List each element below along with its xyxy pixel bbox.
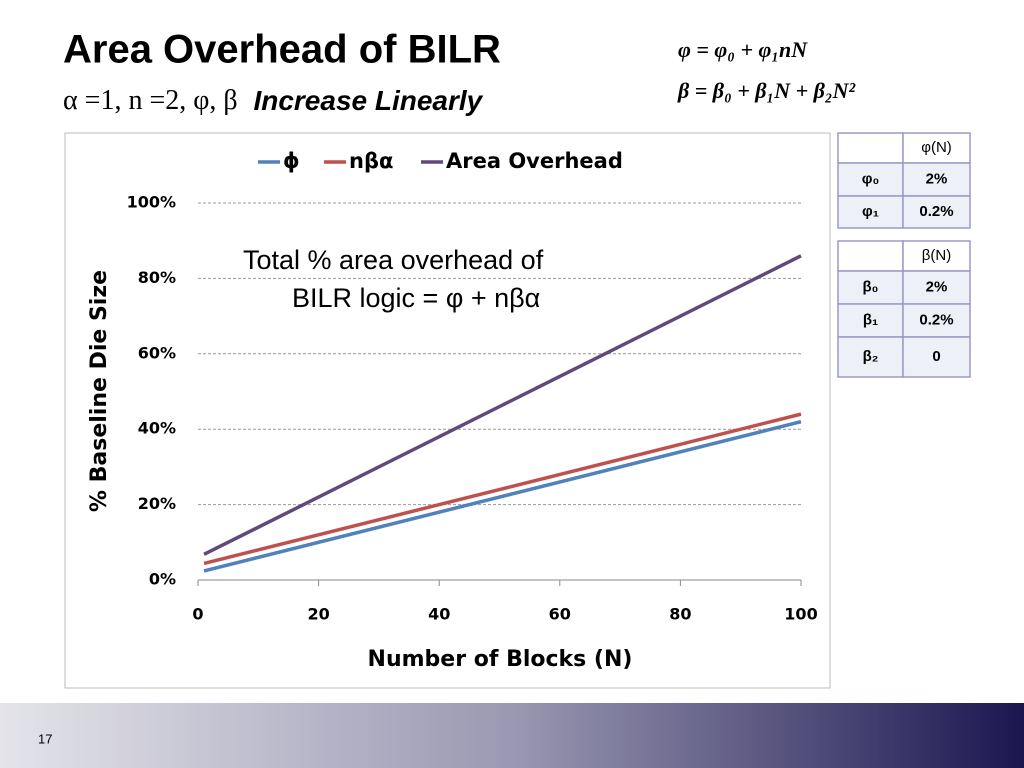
table-text: φ₁	[862, 203, 879, 220]
table-text: β₁	[863, 311, 878, 328]
table-cell	[902, 195, 971, 229]
formula: φ = φ₀ + φ₁nN	[678, 37, 808, 62]
table-text: β₂	[863, 348, 879, 365]
subtitle-emphasis: Increase Linearly	[253, 85, 483, 116]
annotation: BILR logic = φ + nβα	[292, 283, 540, 313]
table-text: 0	[932, 348, 940, 365]
x-tick-label: 20	[307, 605, 329, 624]
series-line	[203, 254, 802, 556]
table-cell	[902, 270, 971, 305]
footer-band	[0, 703, 1024, 768]
formula: β = β₀ + β₁N + β₂N²	[677, 78, 855, 103]
x-tick-label: 60	[549, 605, 571, 624]
y-tick-label: 80%	[138, 268, 176, 287]
y-tick-label: 0%	[149, 570, 176, 589]
table-cell	[902, 303, 971, 338]
table-text: 2%	[926, 278, 948, 295]
legend-label: ϕ	[283, 149, 300, 173]
x-tick-label: 100	[784, 605, 817, 624]
legend-label: nβα	[349, 149, 393, 173]
series-line	[203, 419, 802, 573]
slide-subtitle: α =1, n =2, φ, β Increase Linearly	[63, 85, 484, 116]
y-axis-label: % Baseline Die Size	[87, 270, 112, 512]
table-header: β(N)	[922, 247, 951, 264]
legend-label: Area Overhead	[446, 149, 623, 173]
table-cell	[902, 162, 971, 197]
y-tick-label: 20%	[138, 494, 176, 513]
y-tick-label: 40%	[138, 419, 176, 438]
chart-frame	[64, 132, 831, 689]
table-cell	[837, 195, 904, 229]
table-cell	[837, 132, 904, 164]
x-tick-label: 0	[192, 605, 203, 624]
subtitle-params: α =1, n =2, φ, β	[63, 85, 238, 116]
table-header: φ(N)	[921, 139, 952, 156]
series-line	[203, 412, 802, 566]
table-cell	[902, 240, 971, 272]
table-text: β₀	[863, 278, 879, 295]
table-text: 2%	[926, 170, 948, 187]
table-cell	[902, 132, 971, 164]
x-tick-label: 80	[669, 605, 691, 624]
table-cell	[837, 240, 904, 272]
table-cell	[837, 303, 904, 338]
y-tick-label: 100%	[127, 193, 176, 212]
table-cell	[837, 162, 904, 197]
y-tick-label: 60%	[138, 343, 176, 362]
table-cell	[902, 336, 971, 378]
annotation: Total % area overhead of	[243, 245, 544, 275]
table-text: 0.2%	[919, 203, 953, 220]
page-number: 17	[38, 731, 52, 746]
table-text: φ₀	[862, 170, 880, 187]
x-axis-label: Number of Blocks (N)	[368, 647, 633, 672]
table-text: 0.2%	[919, 311, 953, 328]
slide-title: Area Overhead of BILR	[63, 28, 501, 72]
x-tick-label: 40	[428, 605, 450, 624]
